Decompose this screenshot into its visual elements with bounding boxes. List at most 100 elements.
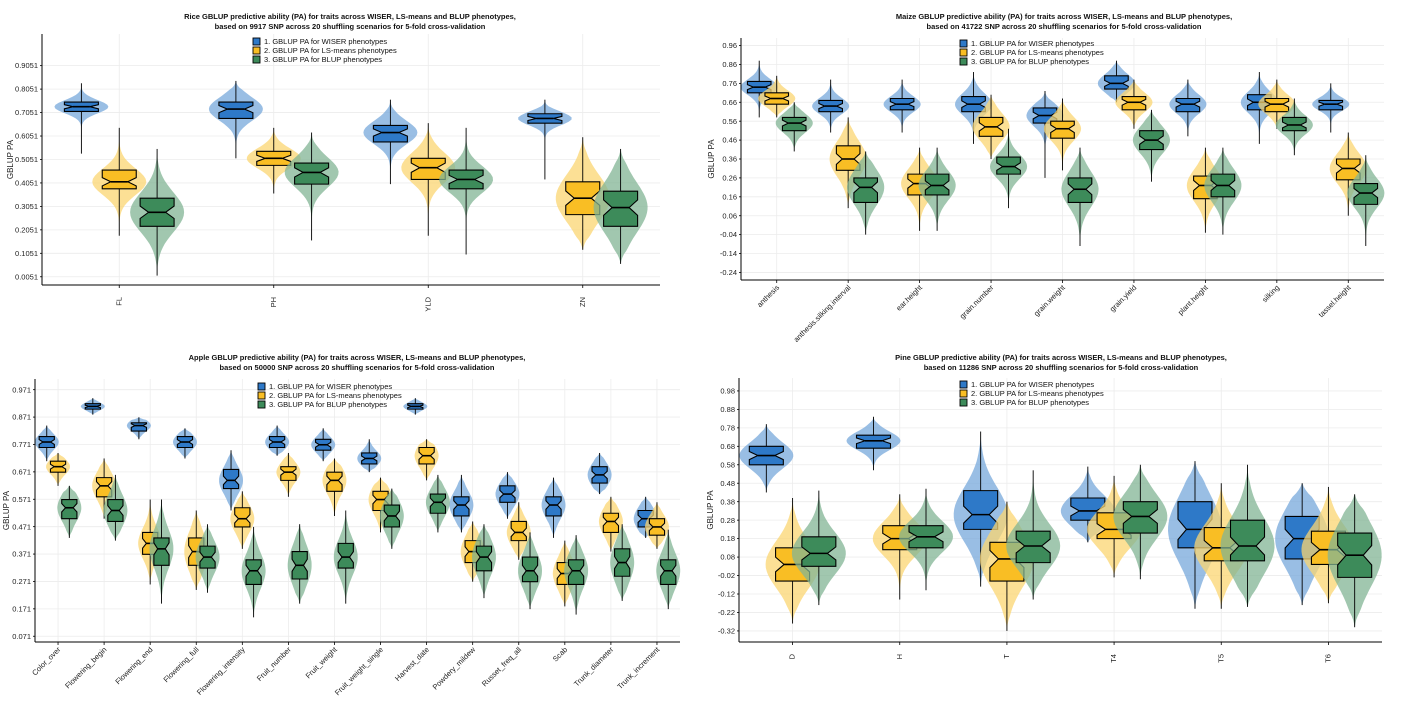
violin-box-lsm-anthesis-silking-interval [829, 117, 867, 209]
legend-swatch-lsm [959, 389, 968, 398]
violin-box-wiser-ph [208, 80, 263, 159]
legend-swatch-lsm [959, 48, 968, 57]
y-tick-label: 0.48 [720, 479, 735, 488]
violin-box-blup-flowering-intensity [241, 526, 266, 618]
violin-box-lsm-grain-weight [1043, 98, 1082, 171]
violin-box-blup-scab [564, 535, 589, 615]
y-tick-label: 0.06 [722, 211, 737, 220]
violin-box-blup-h [899, 488, 953, 591]
violin-box-wiser-russet-freq-all [495, 472, 520, 519]
x-tick-label-fruit-weight: Fruit_weight [304, 644, 340, 680]
box-blup [1229, 519, 1266, 562]
violin-box-wiser-fruit-weight-single [357, 439, 382, 473]
y-tick-label: 0.78 [720, 423, 735, 432]
y-tick-label: 0.571 [12, 495, 31, 504]
box-blup [853, 177, 879, 204]
legend-swatch-blup [959, 57, 968, 66]
violin-box-blup-silking [1275, 98, 1313, 156]
box-lsm [326, 471, 343, 492]
x-tick-label-color-over: Color_over [30, 645, 63, 678]
violin-box-wiser-fruit-number [265, 425, 290, 456]
violin-box-wiser-flowering-end [126, 417, 151, 440]
box-blup [1353, 183, 1379, 205]
y-tick-label: 0.38 [720, 497, 735, 506]
violin-box-lsm-trunk-diameter [598, 496, 623, 552]
violin-box-blup-trunk-increment [656, 529, 681, 610]
violin-box-blup-flowering-full [195, 524, 220, 593]
legend-label-lsm: 2. GBLUP PA for LS-means phenotypes [971, 389, 1104, 398]
y-tick-label: 0.76 [722, 79, 737, 88]
x-tick-label-harvest-date: Harvest_date [393, 645, 431, 683]
legend-label-wiser: 1. GBLUP PA for WISER phenotypes [269, 382, 392, 391]
violin-box-blup-d [791, 490, 846, 606]
box-blup [294, 162, 330, 185]
box-wiser [218, 101, 254, 119]
chart-title: Maize GBLUP predictive ability (PA) for … [896, 12, 1232, 31]
legend-label-blup: 3. GBLUP PA for BLUP phenotypes [971, 398, 1089, 407]
violin-box-wiser-plant-height [1169, 79, 1207, 137]
legend-label-blup: 3. GBLUP PA for BLUP phenotypes [269, 400, 387, 409]
y-tick-label: 0.56 [722, 117, 737, 126]
y-tick-label: 0.471 [12, 522, 31, 531]
violin-box-blup-color-over [57, 485, 82, 538]
legend-swatch-wiser [252, 37, 261, 46]
legend-swatch-lsm [257, 391, 266, 400]
y-tick-label: 0.96 [722, 41, 737, 50]
violin-box-wiser-h [846, 416, 901, 471]
violin-box-blup-powdery-mildew [472, 524, 496, 599]
violin-box-blup-yld [439, 127, 493, 255]
box-blup [996, 156, 1021, 175]
violin-box-wiser-scab [541, 477, 566, 538]
box-lsm [234, 507, 251, 528]
box-wiser [1318, 99, 1344, 111]
y-tick-label: 0.18 [720, 534, 735, 543]
box-wiser [372, 124, 408, 143]
box-blup [1281, 116, 1307, 132]
violin-box-wiser-ear-height [883, 79, 921, 133]
x-tick-label-grain-weight: grain.weight [1032, 282, 1068, 318]
violin-box-blup-anthesis [775, 102, 813, 152]
legend-swatch-wiser [959, 39, 968, 48]
violin-box-blup-t6 [1327, 494, 1382, 628]
violin-box-wiser-harvest-date [403, 398, 428, 415]
y-tick-label: 0.98 [720, 387, 735, 396]
box-lsm [602, 512, 620, 533]
box-blup [1067, 177, 1093, 204]
y-tick-label: 0.971 [12, 385, 31, 394]
violin-box-wiser-anthesis [740, 60, 778, 118]
y-tick-label: 0.08 [720, 553, 735, 562]
y-tick-label: 0.5051 [15, 155, 38, 164]
y-axis-label: GBLUP PA [6, 139, 15, 179]
legend-swatch-blup [257, 400, 266, 409]
violin-box-blup-t [1006, 470, 1061, 600]
y-tick-label: 0.4051 [15, 179, 38, 188]
y-tick-label: 0.88 [720, 405, 735, 414]
box-lsm [1264, 97, 1290, 113]
legend-label-wiser: 1. GBLUP PA for WISER phenotypes [264, 37, 387, 46]
maize-panel: Maize GBLUP predictive ability (PA) for … [707, 12, 1385, 344]
x-tick-label-ear-height: ear.height [894, 282, 924, 312]
chart-title-line: Pine GBLUP predictive ability (PA) for t… [895, 353, 1227, 362]
box-lsm [1121, 96, 1147, 111]
y-tick-label: 0.46 [722, 136, 737, 145]
chart-title-line: based on 41722 SNP across 20 shuffling s… [927, 22, 1202, 31]
chart-title-line: based on 50000 SNP across 20 shuffling s… [220, 363, 495, 372]
box-blup [603, 190, 639, 227]
x-tick-label-ph: PH [269, 297, 278, 307]
violin-box-blup-grain-weight [1061, 147, 1099, 246]
violin-box-lsm-yld [401, 123, 456, 236]
y-tick-label: 0.7051 [15, 108, 38, 117]
violin-box-blup-fl [130, 148, 185, 276]
x-tick-label-zn: ZN [578, 297, 587, 307]
box-wiser [222, 468, 240, 490]
x-tick-label-h: H [895, 654, 904, 659]
box-lsm [101, 169, 137, 190]
legend-label-lsm: 2. GBLUP PA for LS-means phenotypes [971, 48, 1104, 57]
y-tick-label: 0.0051 [15, 272, 38, 281]
box-blup [924, 173, 950, 196]
chart-title: Pine GBLUP predictive ability (PA) for t… [895, 353, 1227, 372]
x-tick-label-fl: FL [114, 297, 123, 306]
x-tick-label-anthesis-silking-interval: anthesis.silking.interval [792, 283, 853, 344]
